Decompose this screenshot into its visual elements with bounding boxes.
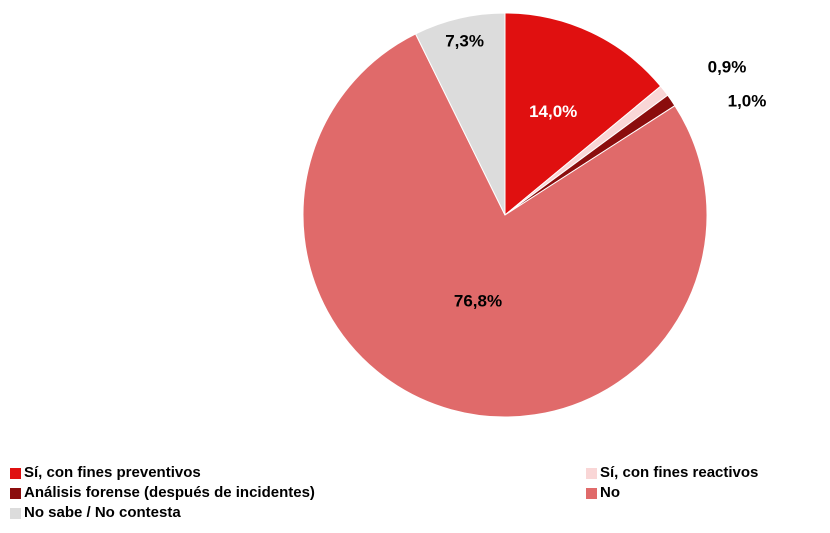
data-label-0: 14,0% bbox=[529, 102, 577, 121]
legend-label-preventivos: Sí, con fines preventivos bbox=[24, 464, 201, 481]
pie-slice-3 bbox=[302, 33, 708, 418]
legend-swatch-forense bbox=[10, 487, 21, 499]
legend-item-reactivos: Sí, con fines reactivos bbox=[586, 464, 758, 482]
legend-item-no: No bbox=[586, 484, 620, 502]
data-label-2: 1,0% bbox=[728, 91, 767, 110]
legend-item-forense: Análisis forense (después de incidentes) bbox=[10, 484, 315, 502]
legend-swatch-reactivos bbox=[586, 467, 597, 479]
pie-slice-4 bbox=[414, 12, 506, 216]
legend-label-nsnc: No sabe / No contesta bbox=[24, 504, 181, 521]
legend-label-reactivos: Sí, con fines reactivos bbox=[600, 464, 759, 481]
data-label-1: 0,9% bbox=[708, 57, 747, 76]
legend-swatch-preventivos bbox=[10, 467, 21, 479]
legend-swatch-no bbox=[586, 487, 597, 499]
data-label-4: 7,3% bbox=[445, 31, 484, 50]
leader-line-1 bbox=[663, 69, 704, 92]
pie-slice-0 bbox=[504, 12, 662, 217]
legend-item-nsnc: No sabe / No contesta bbox=[10, 504, 181, 522]
data-label-3: 76,8% bbox=[454, 291, 502, 310]
legend-item-preventivos: Sí, con fines preventivos bbox=[10, 464, 201, 482]
legend: Sí, con fines preventivos Sí, con fines … bbox=[10, 464, 830, 530]
legend-label-forense: Análisis forense (después de incidentes) bbox=[24, 484, 315, 501]
legend-label-no: No bbox=[600, 484, 620, 501]
legend-swatch-nsnc bbox=[10, 507, 21, 519]
